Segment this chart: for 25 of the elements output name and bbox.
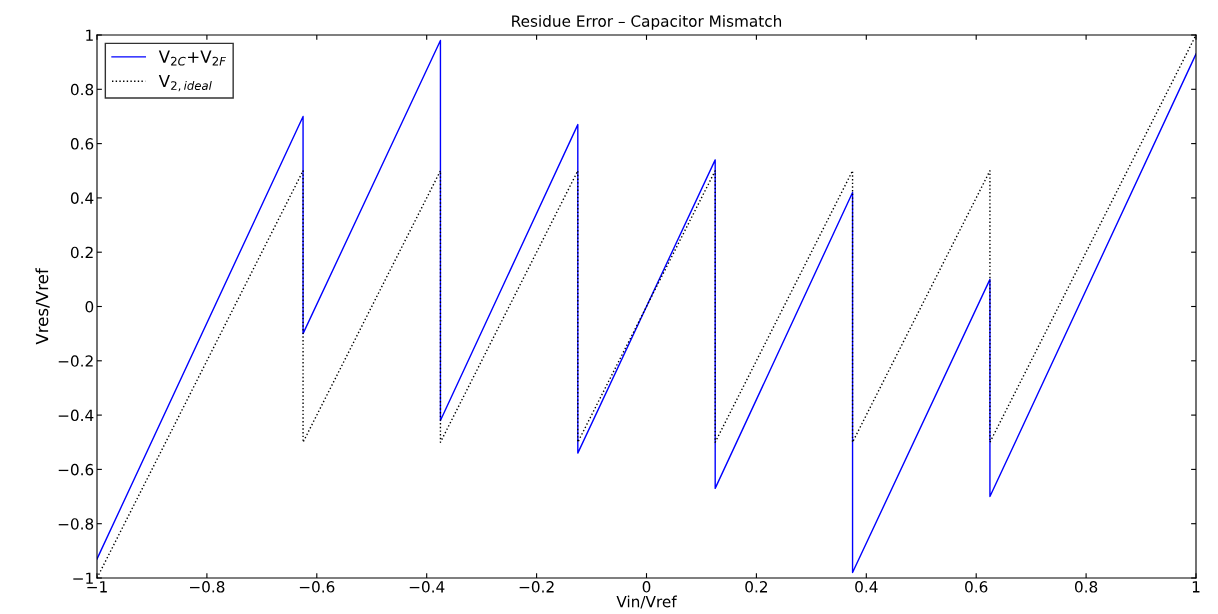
y-tick-label: 0.6 <box>70 138 94 150</box>
y-tick-label: 0.2 <box>70 246 93 259</box>
legend-label: V$_{2,ideal}$ <box>158 74 212 92</box>
y-tick-label: 0.8 <box>70 83 94 96</box>
y-tick-label: −0.6 <box>58 463 94 476</box>
y-axis-title: Vres/Vref <box>35 267 50 345</box>
x-tick-label: −0.4 <box>409 581 445 593</box>
x-tick-label: 0.6 <box>965 581 988 593</box>
x-tick-label: 0.4 <box>855 581 878 593</box>
y-tick-label: −0.8 <box>58 518 94 530</box>
y-tick-label: −0.2 <box>58 355 93 367</box>
x-axis-title: Vin/Vref <box>616 595 677 609</box>
y-tick-label: 0 <box>85 300 94 313</box>
x-tick-label: 0.8 <box>1074 581 1098 593</box>
y-tick-label: 0.4 <box>70 192 94 204</box>
x-tick-label: 1 <box>1192 581 1200 593</box>
x-tick-label: 0 <box>642 581 651 593</box>
x-tick-label: −0.6 <box>299 581 335 593</box>
y-tick-label: −0.4 <box>58 409 94 422</box>
chart-title: Residue Error – Capacitor Mismatch <box>512 15 782 30</box>
x-tick-label: −0.8 <box>189 581 225 593</box>
x-tick-label: 0.2 <box>745 581 768 593</box>
legend-label: V$_{2C}$+V$_{2F}$ <box>158 50 227 66</box>
y-tick-label: 1 <box>86 29 93 41</box>
x-tick-label: −0.2 <box>519 581 554 593</box>
